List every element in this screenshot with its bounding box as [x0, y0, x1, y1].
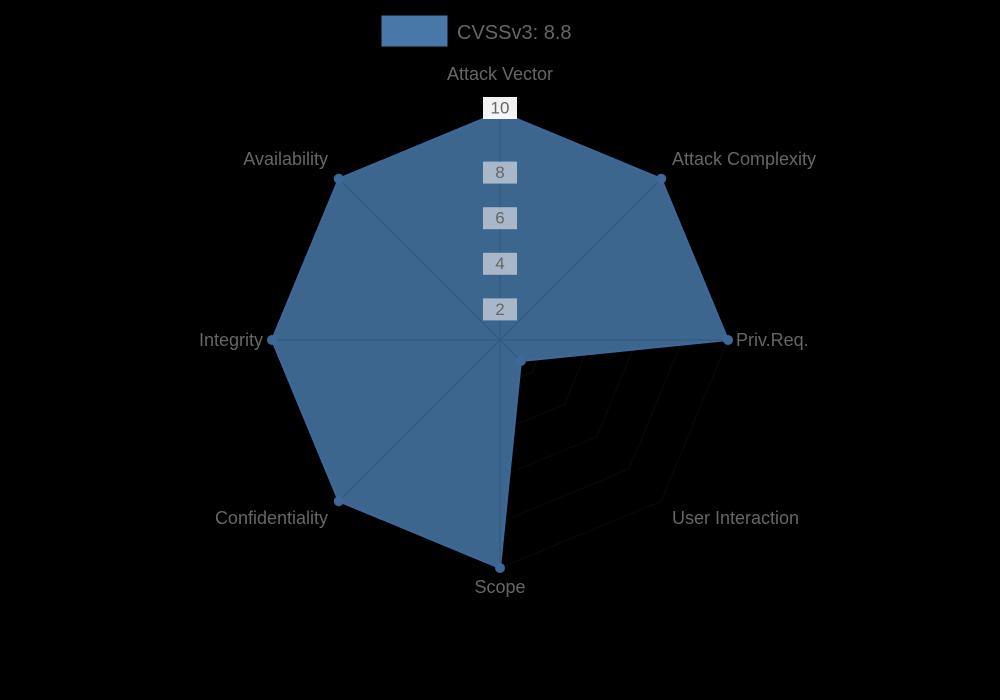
svg-text:6: 6	[495, 209, 504, 228]
svg-text:Availability: Availability	[243, 149, 328, 169]
svg-text:User Interaction: User Interaction	[672, 508, 799, 528]
svg-text:Confidentiality: Confidentiality	[215, 508, 328, 528]
svg-text:Attack Vector: Attack Vector	[447, 64, 553, 84]
svg-text:10: 10	[491, 98, 510, 117]
svg-text:Integrity: Integrity	[199, 330, 263, 350]
svg-text:CVSSv3: 8.8: CVSSv3: 8.8	[457, 22, 572, 44]
svg-text:Attack Complexity: Attack Complexity	[672, 149, 816, 169]
svg-text:2: 2	[495, 300, 504, 319]
svg-text:8: 8	[495, 163, 504, 182]
svg-text:Scope: Scope	[474, 577, 525, 597]
svg-text:4: 4	[495, 254, 504, 273]
svg-text:Priv.Req.: Priv.Req.	[736, 330, 809, 350]
